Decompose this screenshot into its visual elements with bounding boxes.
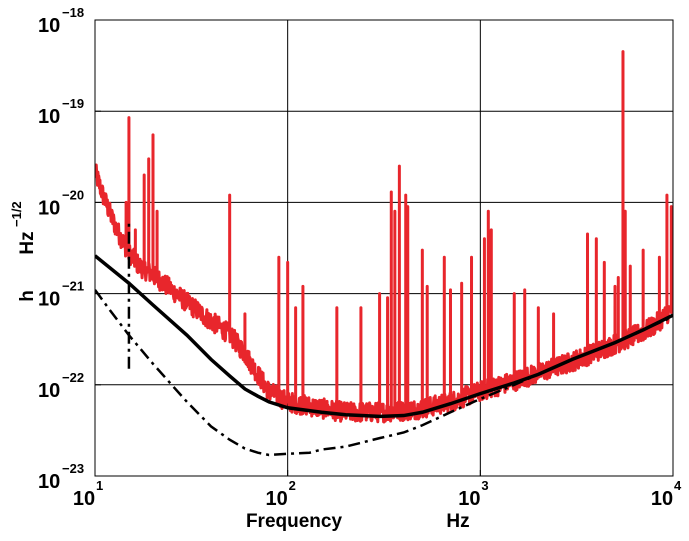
y-tick-base: 10	[38, 197, 60, 219]
y-tick-exponent: −21	[62, 279, 84, 294]
series-layer	[95, 50, 673, 457]
x-axis-unit: Hz	[446, 511, 469, 532]
y-tick-label: 10−20	[38, 187, 84, 219]
y-tick-label: 10−19	[38, 96, 84, 128]
x-tick-label: 103	[458, 478, 488, 510]
x-tick-label: 101	[73, 478, 103, 510]
y-tick-exponent: −20	[62, 187, 84, 202]
y-tick-base: 10	[38, 380, 60, 402]
y-axis-unit-exponent: −1/2	[9, 201, 24, 227]
grid	[95, 20, 673, 476]
x-tick-exponent: 1	[96, 478, 103, 493]
y-tick-exponent: −23	[62, 461, 84, 476]
x-tick-exponent: 3	[481, 478, 488, 493]
requirement-line	[95, 254, 673, 419]
y-tick-exponent: −18	[62, 5, 84, 20]
x-tick-base: 10	[651, 488, 673, 510]
x-tick-base: 10	[266, 488, 288, 510]
x-axis-label: Frequency	[246, 511, 343, 532]
y-tick-base: 10	[38, 15, 60, 37]
plot-frame	[94, 19, 674, 477]
y-tick-label: 10−23	[38, 461, 84, 493]
x-tick-base: 10	[458, 488, 480, 510]
y-tick-base: 10	[38, 471, 60, 493]
y-tick-exponent: −22	[62, 370, 84, 385]
design-noise-line	[95, 289, 673, 457]
x-tick-exponent: 2	[289, 478, 296, 493]
y-tick-exponent: −19	[62, 96, 84, 111]
y-tick-base: 10	[38, 106, 60, 128]
y-axis-unit-base: Hz	[17, 231, 38, 254]
y-axis-label: h	[17, 290, 38, 302]
y-tick-label: 10−21	[38, 279, 84, 311]
x-tick-base: 10	[73, 488, 95, 510]
y-axis-unit: Hz −1/2	[9, 201, 38, 254]
measured-noise-line	[95, 50, 673, 424]
y-tick-label: 10−18	[38, 5, 84, 37]
y-tick-base: 10	[38, 289, 60, 311]
x-tick-label: 104	[651, 478, 682, 510]
x-tick-exponent: 4	[674, 478, 682, 493]
y-tick-label: 10−22	[38, 370, 84, 402]
x-tick-label: 102	[266, 478, 296, 510]
